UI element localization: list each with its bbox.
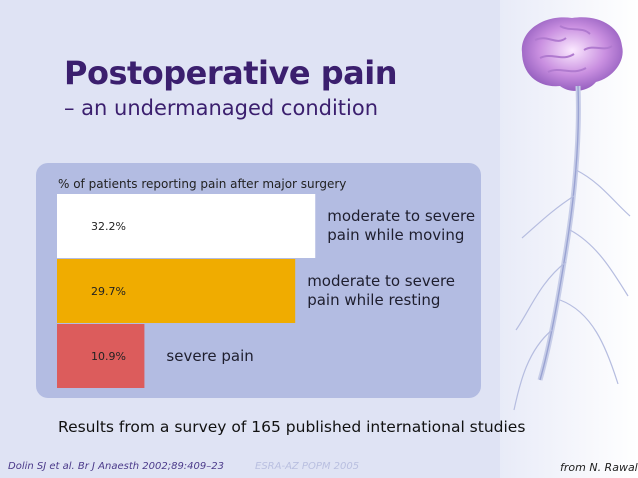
slide-title: Postoperative pain: [64, 54, 397, 92]
bar-category-line: pain while moving: [327, 226, 465, 244]
bar-category-line: severe pain: [166, 346, 254, 365]
bar-value-label: 32.2%: [91, 220, 126, 233]
bar-1: [57, 194, 316, 258]
chart-title: % of patients reporting pain after major…: [58, 177, 347, 191]
bar-category-label: moderate to severe pain while resting: [307, 272, 455, 310]
author-credit: from N. Rawal: [560, 461, 638, 474]
survey-caption: Results from a survey of 165 published i…: [58, 418, 526, 436]
citation: Dolin SJ et al. Br J Anaesth 2002;89:409…: [8, 461, 224, 472]
bar-2: [57, 259, 296, 323]
watermark: ESRA-AZ POPM 2005: [255, 461, 360, 472]
bar-category-label: severe pain: [166, 347, 253, 366]
bar-category-line: pain while resting: [307, 291, 441, 309]
bar-category-label: moderate to severe pain while moving: [327, 207, 475, 245]
bar-value-label: 29.7%: [91, 285, 126, 298]
slide-subtitle: – an undermanaged condition: [64, 96, 379, 120]
bar-value-label: 10.9%: [91, 350, 126, 363]
bar-category-line: moderate to severe: [327, 207, 476, 225]
bar-3: [57, 324, 145, 388]
bar-category-line: moderate to severe: [307, 272, 456, 290]
